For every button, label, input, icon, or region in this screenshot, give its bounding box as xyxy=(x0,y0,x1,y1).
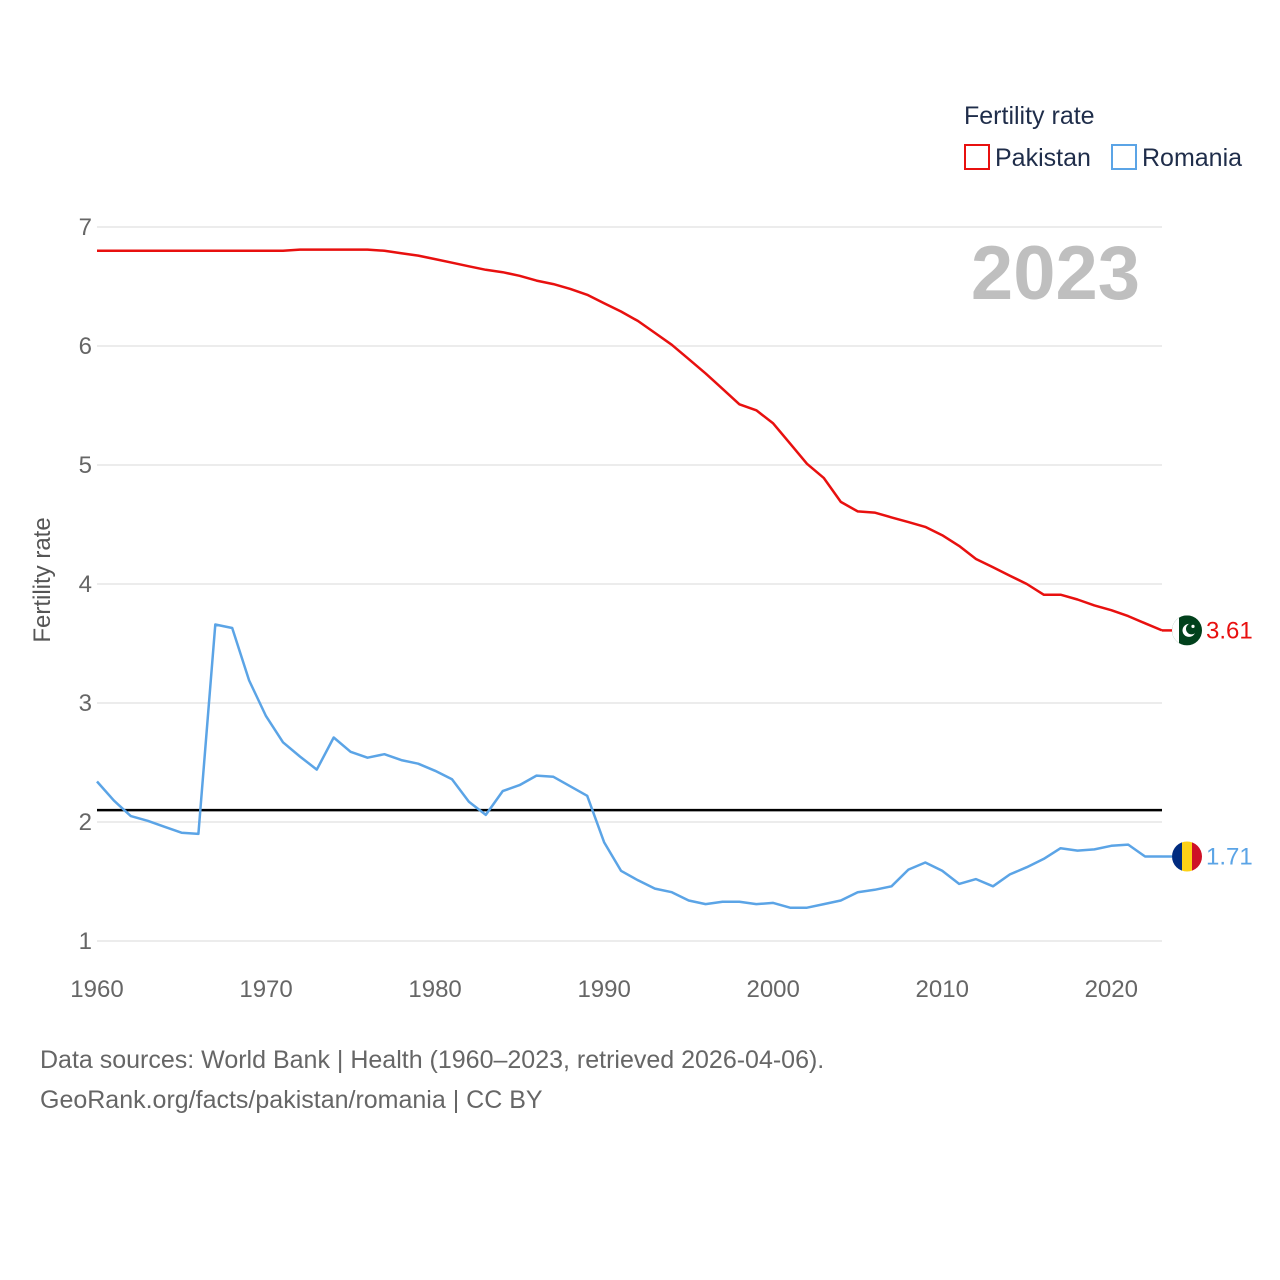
legend-item-romania[interactable]: Romania xyxy=(1111,144,1242,172)
y-tick-label: 7 xyxy=(79,214,92,241)
romania-flag-icon xyxy=(1172,841,1202,872)
credit-link[interactable]: GeoRank.org/facts/pakistan/romania | CC … xyxy=(40,1086,543,1114)
end-value-pakistan: 3.61 xyxy=(1206,617,1253,644)
series-lines xyxy=(96,248,1163,909)
legend-item-pakistan[interactable]: Pakistan xyxy=(964,144,1091,172)
year-label: 2023 xyxy=(971,231,1140,316)
x-tick-label: 1960 xyxy=(70,976,123,1003)
legend: Fertility rate Pakistan Romania xyxy=(964,102,1242,172)
y-tick-label: 2 xyxy=(79,809,92,836)
y-tick-label: 1 xyxy=(79,928,92,955)
legend-swatch-pakistan xyxy=(964,144,990,170)
pakistan-flag-icon xyxy=(1172,615,1202,646)
x-tick-label: 2020 xyxy=(1085,976,1138,1003)
series-line-romania[interactable] xyxy=(96,623,1162,909)
end-value-romania: 1.71 xyxy=(1206,844,1253,871)
legend-swatch-romania xyxy=(1111,144,1137,170)
y-axis-ticks: 1 2 3 4 5 6 7 xyxy=(79,214,92,955)
x-tick-label: 2010 xyxy=(916,976,969,1003)
series-line-pakistan[interactable] xyxy=(97,248,1163,632)
x-tick-label: 2000 xyxy=(746,976,799,1003)
x-axis-ticks: 1960 1970 1980 1990 2000 2010 2020 xyxy=(70,976,1138,1003)
legend-title: Fertility rate xyxy=(964,102,1095,130)
data-sources-note: Data sources: World Bank | Health (1960–… xyxy=(40,1046,825,1074)
y-tick-label: 3 xyxy=(79,690,92,717)
legend-label-romania: Romania xyxy=(1142,144,1242,172)
x-tick-label: 1980 xyxy=(408,976,461,1003)
series-end-markers: 3.61 1.71 xyxy=(1162,615,1253,872)
y-tick-label: 6 xyxy=(79,333,92,360)
y-tick-label: 4 xyxy=(79,571,92,598)
y-axis-label: Fertility rate xyxy=(29,517,56,642)
gridlines xyxy=(97,226,1162,942)
legend-label-pakistan: Pakistan xyxy=(995,144,1091,172)
x-tick-label: 1990 xyxy=(577,976,630,1003)
y-tick-label: 5 xyxy=(79,452,92,479)
x-tick-label: 1970 xyxy=(239,976,292,1003)
